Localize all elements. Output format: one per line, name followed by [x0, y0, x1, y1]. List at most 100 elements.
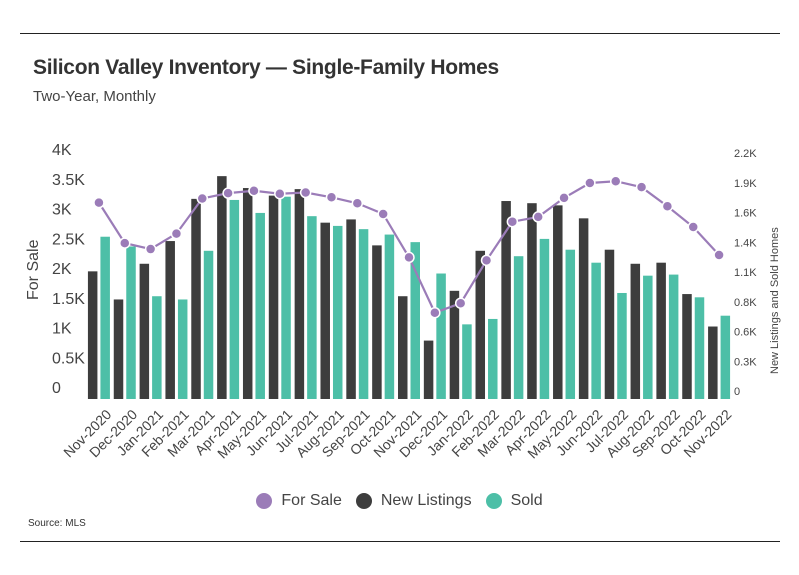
point-for-sale: [713, 249, 725, 261]
bar-sold: [668, 274, 679, 399]
top-rule: [20, 33, 780, 34]
point-for-sale: [429, 306, 441, 319]
left-axis-tick-label: 2.5K: [52, 231, 85, 248]
bar-new-listings: [372, 245, 382, 399]
bar-sold: [126, 246, 136, 399]
right-axis-tick-label: 0.3K: [734, 356, 757, 368]
bar-new-listings: [217, 176, 227, 399]
bar-new-listings: [294, 189, 305, 399]
bar-sold: [591, 262, 601, 399]
point-for-sale: [248, 185, 260, 197]
chart-legend: For Sale New Listings Sold: [0, 492, 799, 510]
bar-sold: [358, 229, 369, 399]
bar-sold: [694, 297, 705, 399]
bar-new-listings: [242, 188, 253, 399]
left-axis-tick-label: 4K: [52, 142, 72, 159]
legend-item-sold: Sold: [485, 492, 543, 510]
point-for-sale: [635, 181, 648, 193]
bar-sold: [332, 225, 343, 399]
bar-new-listings: [268, 195, 279, 399]
bar-sold: [488, 318, 498, 399]
bar-sold: [152, 296, 162, 399]
bar-sold: [281, 196, 291, 399]
bar-new-listings: [113, 299, 124, 399]
right-axis-tick-label: 0.6K: [734, 327, 757, 339]
bottom-rule: [20, 541, 780, 542]
bar-sold: [565, 249, 576, 399]
bar-sold: [539, 238, 550, 399]
bar-new-listings: [87, 271, 98, 399]
left-axis-tick-label: 1K: [52, 321, 72, 338]
bar-sold: [617, 292, 627, 399]
point-for-sale: [93, 196, 105, 209]
point-for-sale: [170, 227, 183, 240]
point-for-sale: [351, 197, 364, 209]
point-for-sale: [558, 192, 570, 204]
bar-new-listings: [139, 263, 150, 399]
bar-new-listings: [630, 263, 641, 399]
bar-new-listings: [656, 262, 666, 399]
bar-new-listings: [682, 294, 692, 399]
bar-new-listings: [346, 219, 356, 399]
bar-new-listings: [449, 290, 460, 399]
point-for-sale: [144, 243, 157, 255]
bar-sold: [436, 273, 446, 399]
bar-sold: [307, 216, 317, 399]
point-for-sale: [119, 237, 131, 249]
bar-sold: [720, 315, 731, 399]
left-axis-tick-label: 3.5K: [52, 172, 85, 189]
right-axis-title: New Listings and Sold Homes: [769, 227, 781, 374]
bar-new-listings: [578, 218, 589, 399]
right-axis-tick-label: 0.8K: [734, 297, 757, 309]
right-axis-tick-label: 1.1K: [734, 267, 757, 279]
bar-sold: [229, 199, 240, 399]
bar-new-listings: [527, 203, 537, 399]
legend-label-new-listings: New Listings: [380, 492, 472, 509]
bar-sold: [203, 250, 214, 399]
bar-new-listings: [423, 340, 434, 399]
bar-sold: [384, 234, 395, 399]
bar-new-listings: [165, 241, 175, 399]
source-note: Source: MLS: [28, 518, 86, 529]
bar-new-listings: [604, 249, 615, 399]
right-axis-tick-label: 1.4K: [734, 237, 757, 249]
point-for-sale: [196, 192, 209, 205]
point-for-sale: [609, 175, 622, 187]
point-for-sale: [506, 215, 519, 228]
left-axis-tick-label: 2K: [52, 261, 72, 278]
legend-label-for-sale: For Sale: [281, 492, 342, 509]
left-axis-tick-label: 3K: [52, 202, 72, 219]
bar-sold: [513, 256, 524, 399]
point-for-sale: [480, 254, 493, 267]
bar-new-listings: [708, 326, 718, 399]
bar-sold: [100, 236, 110, 399]
point-for-sale: [299, 186, 312, 199]
bar-sold: [177, 299, 188, 399]
legend-swatch-new-listings: [355, 493, 372, 509]
point-for-sale: [532, 211, 544, 223]
legend-swatch-sold: [485, 493, 502, 509]
point-for-sale: [454, 297, 467, 309]
bar-new-listings: [501, 201, 511, 399]
legend-item-new-listings: New Listings: [355, 492, 472, 510]
right-axis-tick-label: 0: [734, 386, 740, 398]
left-axis-tick-label: 1.5K: [52, 291, 85, 308]
point-for-sale: [403, 251, 415, 264]
bar-sold: [255, 212, 265, 399]
point-for-sale: [584, 177, 596, 189]
point-for-sale: [274, 187, 286, 200]
bar-new-listings: [191, 198, 201, 399]
left-axis-tick-label: 0.5K: [52, 350, 85, 367]
bar-new-listings: [320, 222, 330, 399]
point-for-sale: [325, 191, 338, 204]
point-for-sale: [687, 221, 699, 233]
legend-item-for-sale: For Sale: [256, 492, 342, 510]
chart-subtitle: Two-Year, Monthly: [33, 88, 156, 105]
legend-swatch-for-sale: [256, 493, 273, 509]
point-for-sale: [377, 208, 389, 220]
left-axis-title: For Sale: [25, 239, 42, 300]
bar-sold: [643, 275, 653, 399]
bar-sold: [462, 324, 472, 399]
chart-title: Silicon Valley Inventory — Single-Family…: [33, 56, 499, 79]
